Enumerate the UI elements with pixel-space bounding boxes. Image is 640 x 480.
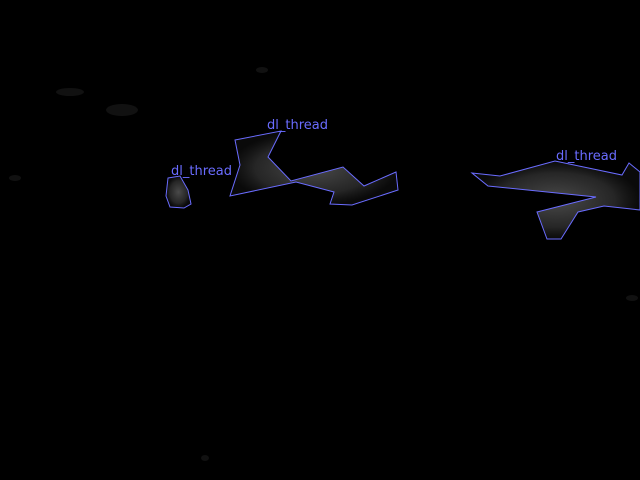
blob-region-3 <box>472 161 640 239</box>
outline-region-3 <box>470 160 640 240</box>
annotation-region-3: dl_thread <box>470 149 640 240</box>
label-region-1: dl_thread <box>171 164 232 179</box>
annotation-region-2: dl_thread <box>229 118 399 206</box>
background-noise <box>9 67 638 461</box>
outline-region-2 <box>229 130 399 206</box>
outline-region-1 <box>165 175 192 209</box>
label-region-2: dl_thread <box>267 118 328 133</box>
label-region-3: dl_thread <box>556 149 617 164</box>
blob-region-1 <box>166 176 191 208</box>
blob-region-2 <box>230 131 398 205</box>
annotation-region-1: dl_thread <box>165 164 232 209</box>
